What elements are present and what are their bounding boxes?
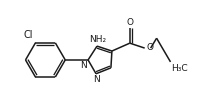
Text: O: O	[126, 18, 133, 27]
Text: NH₂: NH₂	[89, 35, 107, 44]
Text: N: N	[80, 61, 87, 70]
Text: Cl: Cl	[24, 30, 33, 40]
Text: O: O	[147, 43, 154, 52]
Text: H₃C: H₃C	[172, 64, 188, 73]
Text: N: N	[93, 75, 99, 84]
